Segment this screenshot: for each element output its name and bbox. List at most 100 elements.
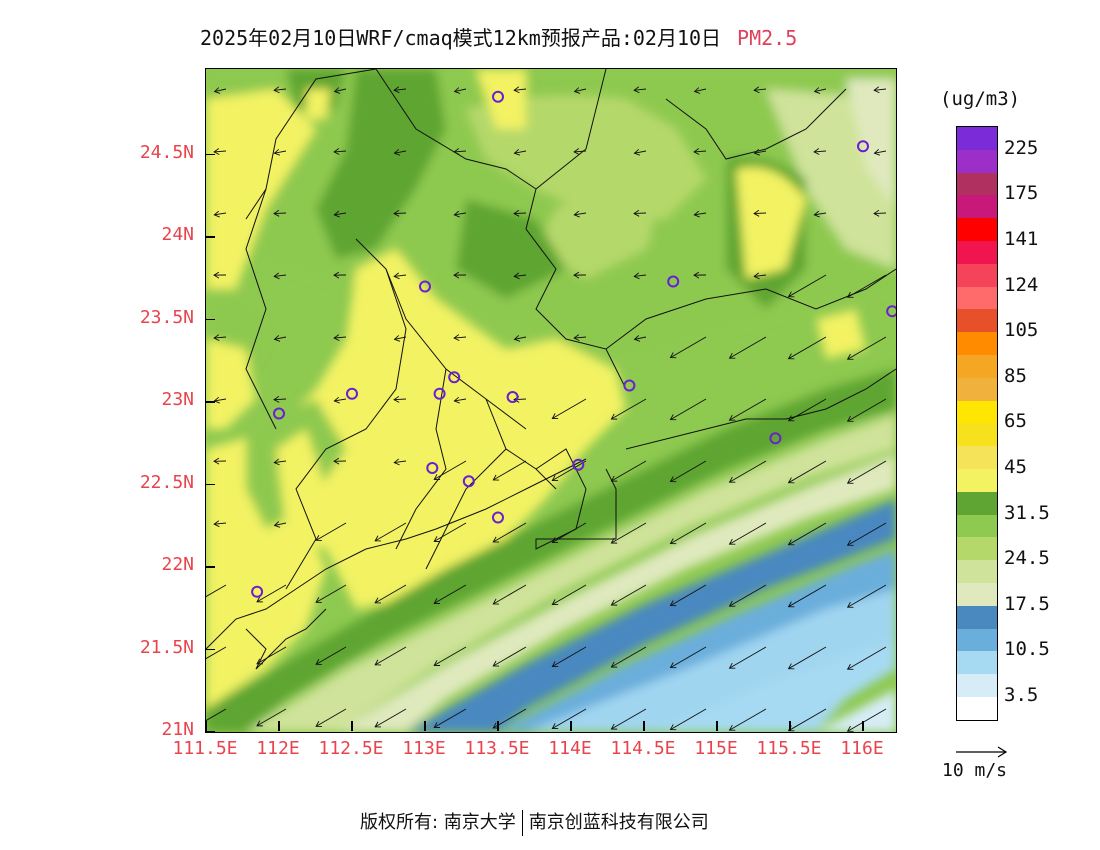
wind-vector-icon — [334, 336, 347, 339]
wind-vector-head-icon — [873, 86, 880, 94]
wind-vector-icon — [274, 522, 287, 526]
wind-vector-head-icon — [728, 600, 736, 607]
wind-vector-icon — [493, 522, 527, 543]
wind-vector-head-icon — [633, 209, 640, 217]
wind-vector-icon — [374, 584, 407, 604]
wind-vector-head-icon — [693, 148, 700, 155]
y-tick-mark — [205, 153, 215, 155]
wind-vector-head-icon — [753, 209, 760, 217]
city-marker-icon — [492, 90, 504, 103]
wind-vector-head-icon — [513, 148, 521, 156]
wind-vector-head-icon — [333, 210, 340, 218]
wind-vector-head-icon — [393, 148, 401, 156]
wind-vector-icon — [874, 150, 887, 154]
colorbar-label: 65 — [1004, 410, 1027, 433]
wind-vector-head-icon — [492, 536, 500, 543]
wind-vector-icon — [788, 274, 827, 298]
wind-vector-head-icon — [728, 476, 736, 483]
wind-vector-icon — [670, 584, 707, 606]
city-marker-icon — [462, 475, 475, 488]
wind-vector-icon — [274, 398, 287, 401]
colorbar-segment — [957, 286, 997, 310]
wind-vector-head-icon — [693, 271, 700, 279]
wind-vector-head-icon — [787, 663, 795, 670]
wind-vector-head-icon — [669, 352, 677, 359]
wind-vector-icon — [574, 212, 587, 216]
wind-vector-head-icon — [753, 86, 760, 94]
wind-vector-icon — [847, 398, 887, 422]
colorbar-segment — [957, 582, 997, 606]
wind-vector-icon — [788, 460, 827, 484]
wind-vector-icon — [394, 336, 407, 340]
wind-vector-head-icon — [315, 597, 322, 603]
wind-vector-icon — [847, 646, 887, 670]
colorbar-segment — [957, 127, 997, 150]
wind-vector-head-icon — [728, 414, 736, 421]
x-tick-mark — [424, 721, 426, 731]
wind-vector-head-icon — [610, 723, 618, 730]
colorbar-segment — [957, 423, 997, 447]
wind-vector-icon — [433, 584, 467, 604]
colorbar-label: 10.5 — [1004, 638, 1050, 661]
wind-key-label: 10 m/s — [942, 760, 1008, 781]
x-tick-mark — [205, 721, 207, 731]
x-tick-mark — [278, 721, 280, 731]
wind-vector-head-icon — [315, 535, 322, 541]
wind-vector-head-icon — [787, 477, 795, 484]
wind-vector-head-icon — [433, 660, 441, 666]
x-tick-mark — [789, 721, 791, 731]
wind-vector-icon — [634, 88, 647, 91]
colorbar-segment — [957, 332, 997, 355]
wind-vector-head-icon — [453, 87, 461, 94]
wind-vector-head-icon — [374, 535, 381, 542]
wind-vector-icon — [611, 584, 647, 606]
x-tick-label: 115E — [694, 738, 738, 759]
wind-vector-icon — [847, 522, 887, 546]
x-tick-label: 114E — [548, 738, 592, 759]
wind-vector-head-icon — [213, 210, 220, 218]
wind-vector-head-icon — [693, 87, 701, 94]
city-marker-icon — [506, 391, 519, 404]
wind-vector-icon — [394, 212, 407, 214]
wind-vector-head-icon — [374, 721, 381, 728]
x-tick-mark — [643, 721, 645, 731]
wind-vector-head-icon — [846, 477, 854, 484]
wind-vector-icon — [454, 398, 467, 402]
wind-vector-icon — [454, 88, 467, 93]
wind-vector-icon — [634, 212, 647, 214]
wind-vector-head-icon — [610, 413, 618, 420]
y-tick-label: 22N — [161, 554, 194, 575]
wind-vector-icon — [214, 212, 227, 216]
colorbar-segment — [957, 149, 997, 173]
y-tick-mark — [205, 566, 215, 568]
wind-vector-head-icon — [315, 659, 322, 665]
wind-vector-icon — [493, 708, 527, 729]
wind-vector-head-icon — [393, 272, 400, 280]
wind-vector-head-icon — [787, 539, 795, 546]
wind-vector-icon — [334, 212, 347, 216]
city-marker-icon — [346, 387, 358, 400]
colorbar-segment — [957, 354, 997, 378]
wind-vector-head-icon — [333, 334, 340, 342]
wind-vector-icon — [433, 460, 467, 480]
wind-vector-icon — [574, 336, 587, 339]
wind-vector-icon — [729, 584, 767, 607]
city-marker-icon — [667, 275, 680, 288]
colorbar-segment — [957, 218, 997, 241]
colorbar-label: 24.5 — [1004, 547, 1050, 570]
wind-vector-head-icon — [273, 272, 280, 280]
wind-vector-head-icon — [256, 720, 263, 727]
wind-vector-head-icon — [813, 148, 820, 155]
colorbar-segment — [957, 605, 997, 629]
wind-vector-head-icon — [374, 659, 381, 666]
wind-vector-head-icon — [846, 663, 854, 670]
wind-vector-icon — [634, 274, 647, 277]
wind-vector-head-icon — [273, 148, 281, 156]
wind-vector-head-icon — [492, 474, 500, 481]
colorbar-label: 105 — [1004, 319, 1039, 342]
wind-vector-head-icon — [453, 271, 460, 279]
wind-vector-head-icon — [213, 334, 220, 342]
wind-vector-icon — [514, 150, 527, 154]
wind-vector-head-icon — [213, 148, 220, 155]
wind-vector-head-icon — [873, 148, 881, 156]
